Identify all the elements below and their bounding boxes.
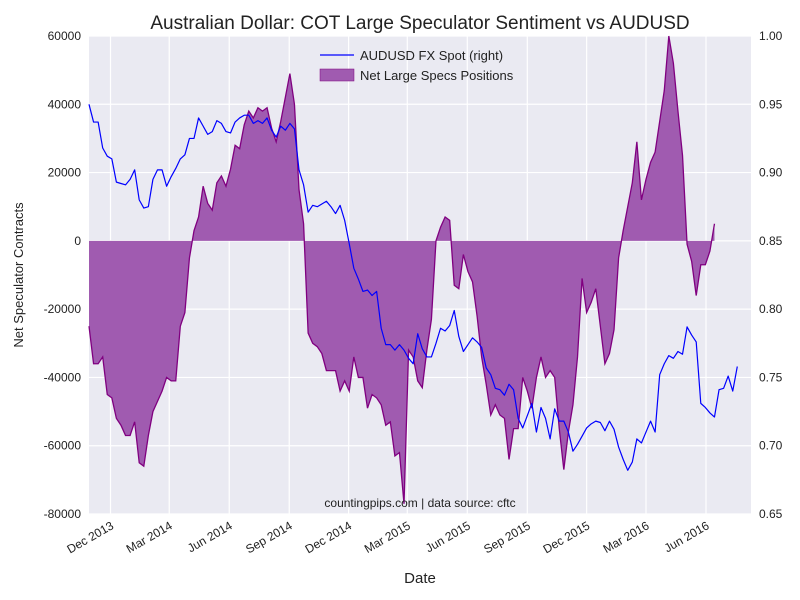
net-specs-area-layer: [88, 35, 716, 504]
y2-tick-label: 0.90: [759, 166, 783, 180]
audusd-line: [88, 104, 738, 471]
y2-tick-label: 1.00: [759, 29, 783, 43]
source-annotation: countingpips.com | data source: cftc: [324, 496, 515, 510]
x-axis-label: Date: [404, 570, 436, 587]
grid: [89, 35, 751, 515]
audusd-line-layer: [88, 104, 738, 471]
net-specs-outline: [88, 35, 716, 504]
y-axis-label: Net Speculator Contracts: [11, 202, 26, 348]
y-tick-label: 0: [74, 234, 81, 248]
y-tick-label: -20000: [44, 302, 82, 316]
y2-tick-label: 0.65: [759, 507, 783, 521]
y-tick-label: -80000: [44, 507, 82, 521]
legend: AUDUSD FX Spot (right) Net Large Specs P…: [319, 48, 514, 83]
legend-label-audusd: AUDUSD FX Spot (right): [360, 48, 503, 63]
net-specs-area: [89, 36, 715, 504]
chart-title: Australian Dollar: COT Large Speculator …: [150, 13, 689, 34]
y2-tick-label: 0.85: [759, 234, 783, 248]
y2-tick-label: 0.75: [759, 370, 783, 384]
left-y-axis: 60000 40000 20000 0 -20000 -40000 -60000 -80000: [44, 29, 82, 521]
y2-tick-label: 0.95: [759, 97, 783, 111]
y2-tick-label: 0.80: [759, 302, 783, 316]
y-tick-label: -40000: [44, 370, 82, 384]
legend-label-net-specs: Net Large Specs Positions: [360, 68, 514, 83]
right-y-axis: 1.00 0.95 0.90 0.85 0.80 0.75 0.70 0.65: [759, 29, 783, 521]
y-tick-label: 40000: [48, 97, 82, 111]
y-tick-label: -60000: [44, 439, 82, 453]
y-tick-label: 60000: [48, 29, 82, 43]
legend-swatch-net-specs: [319, 68, 355, 82]
y-tick-label: 20000: [48, 166, 82, 180]
y2-tick-label: 0.70: [759, 439, 783, 453]
